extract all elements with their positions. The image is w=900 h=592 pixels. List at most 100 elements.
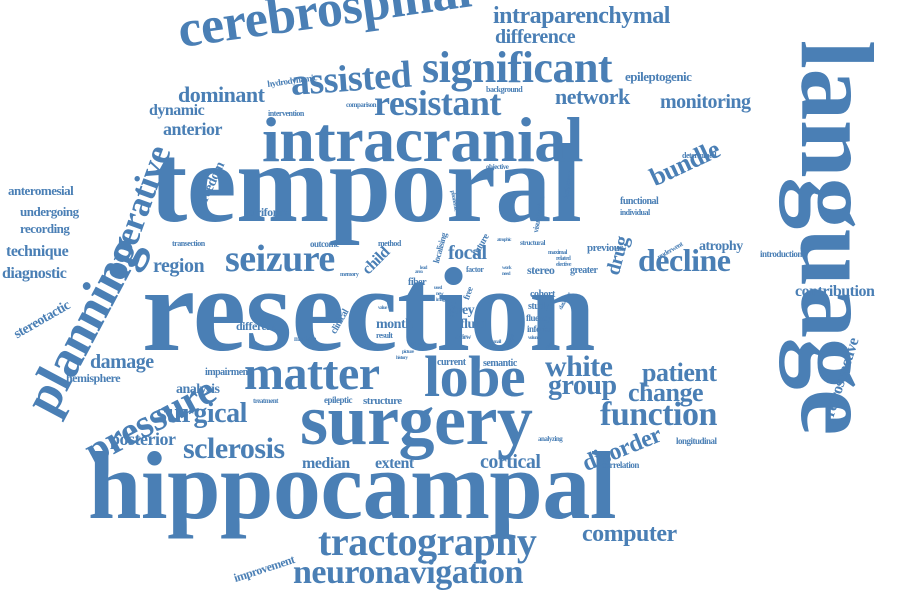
word-improvement: improvement [231, 552, 297, 585]
word-undergoing: undergoing [20, 204, 79, 219]
word-group: group [548, 370, 617, 401]
word-analyzing: analyzing [538, 435, 563, 443]
word-cortical: cortical [480, 451, 541, 473]
word-comparison: comparison [346, 101, 377, 109]
word-hippocampal: hippocampal [88, 432, 616, 539]
word-volume: volume [528, 336, 541, 341]
word-median: median [302, 455, 350, 472]
word-epileptogenic: epileptogenic [625, 69, 692, 84]
word-monitoring: monitoring [660, 91, 751, 113]
word-lead: lead [420, 266, 427, 271]
word-atrophic: atrophic [497, 238, 511, 243]
word-impairment: impairment [205, 367, 251, 378]
word-greater: greater [570, 265, 598, 276]
word-temporal: temporal [150, 122, 582, 246]
word-transection: transection [172, 239, 205, 248]
word-network: network [555, 84, 630, 109]
word-resect: resect [370, 293, 385, 301]
word-contribution: contribution [795, 283, 875, 300]
word-epileptic: epileptic [324, 395, 353, 405]
word-inferior: inferior [527, 324, 553, 334]
word-recording: recording [20, 221, 70, 236]
word-objective: objective [486, 163, 509, 171]
word-change: change [628, 378, 704, 407]
word-work: work [502, 266, 512, 271]
word-factor: factor [466, 265, 484, 274]
word-computer: computer [582, 521, 677, 547]
word-structural: structural [520, 239, 545, 247]
word-white: white [545, 350, 613, 383]
word-significant: significant [422, 43, 613, 92]
word-small: small [492, 340, 501, 345]
word-tractography: tractography [318, 519, 537, 564]
word-stereo: stereo [527, 263, 555, 277]
word-outcome: outcome [310, 239, 340, 249]
word-review: review [454, 333, 471, 341]
word-introduction: introduction [760, 249, 802, 259]
word-function: function [600, 396, 717, 433]
word-picture: picture [402, 350, 414, 355]
word-grey: grey [450, 303, 475, 318]
word-dominant: dominant [178, 82, 265, 107]
word-decline: decline [638, 242, 731, 278]
word-determined: determined [682, 151, 717, 160]
word-semantic: semantic [483, 358, 517, 369]
word-elective: elective [556, 262, 571, 268]
word-drug: drug [602, 233, 634, 278]
word-posterior: posterior [110, 429, 176, 449]
word-seizure: seizure [225, 238, 335, 280]
word-bundle: bundle [645, 134, 725, 192]
word-need: need [502, 272, 511, 277]
word-focal: focal [448, 242, 487, 264]
word-piriform: piriform [247, 205, 288, 219]
word-lesional: lesional [410, 342, 423, 347]
word-area: area [415, 270, 423, 275]
word-study: study [528, 301, 549, 312]
word-difference: difference [495, 26, 576, 48]
word-intervention: intervention [268, 109, 304, 118]
word-memory: memory [340, 272, 359, 278]
word-new: new [436, 292, 444, 297]
word-current: current [437, 357, 466, 368]
word-dynamic: dynamic [149, 102, 205, 119]
word-fluency: fluency [526, 313, 551, 323]
word-anterior: anterior [163, 119, 222, 139]
word-intraparenchymal: intraparenchymal [493, 3, 670, 29]
word-surgical: surgical [156, 398, 247, 429]
word-fiber: fiber [408, 277, 427, 288]
word-maximal: maximal [548, 250, 567, 256]
word-atrophy: atrophy [699, 239, 743, 254]
word-matter: matter [244, 347, 380, 400]
word-sclerosis: sclerosis [183, 432, 285, 465]
word-machine: machine [294, 335, 316, 343]
word-resistant: resistant [374, 83, 501, 123]
word-region: region [153, 255, 205, 277]
word-diagnostic: diagnostic [2, 265, 67, 282]
word-individual: individual [620, 208, 650, 217]
word-functional: functional [620, 196, 659, 207]
word-surgery: surgery [300, 380, 533, 460]
word-damage: damage [90, 351, 154, 373]
word-month: month [376, 317, 413, 332]
word-cohort: cohort [530, 289, 555, 300]
word-longitudinal: longitudinal [676, 436, 717, 446]
word-treatment: treatment [253, 397, 278, 405]
word-background: background [486, 85, 523, 94]
word-resection: resection [142, 243, 596, 376]
word-structure: structure [363, 395, 402, 407]
word-extent: extent [375, 455, 414, 472]
word-previous: previous [587, 242, 624, 254]
word-history: history [396, 356, 408, 361]
word-fluid: fluid [460, 317, 486, 332]
word-neuronavigation: neuronavigation [293, 554, 523, 591]
word-anteromesial: anteromesial [8, 183, 74, 198]
word-value: value [378, 306, 387, 311]
word-technique: technique [6, 243, 69, 260]
word-used: used [434, 286, 442, 291]
word-lobe: lobe [424, 344, 526, 409]
word-image: image [436, 298, 447, 303]
word-patient: patient [642, 358, 717, 387]
word-method: method [378, 239, 401, 248]
word-different: different [236, 319, 276, 333]
